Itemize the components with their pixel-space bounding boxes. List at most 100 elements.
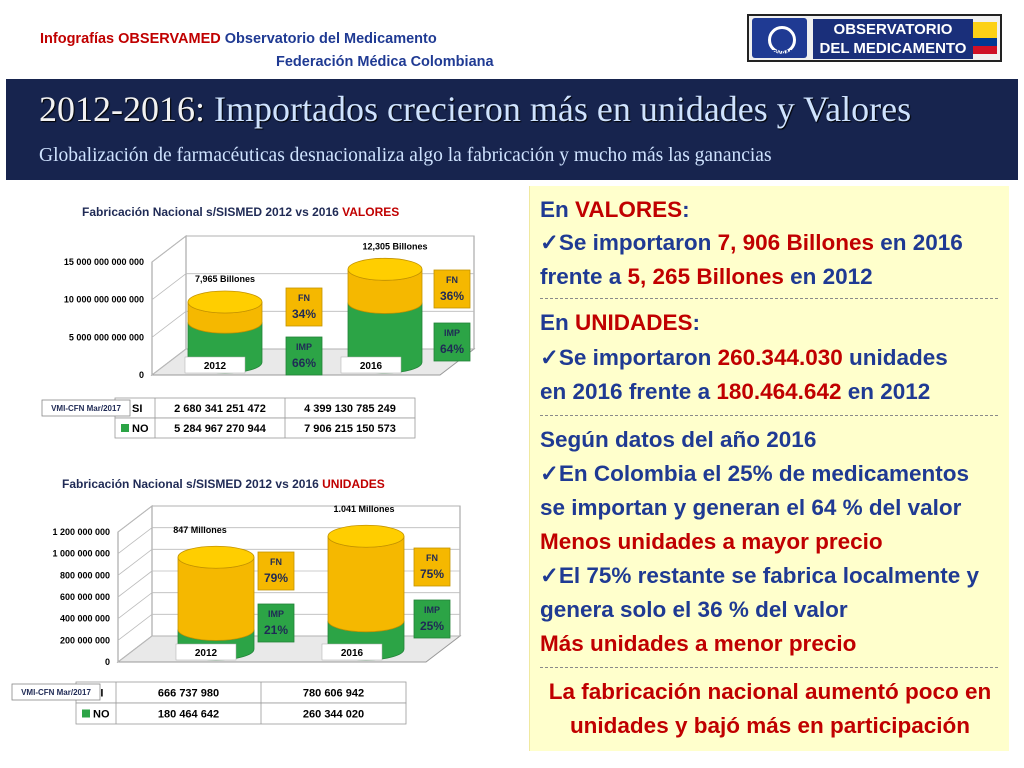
share-box-value: 75% — [420, 567, 444, 581]
y-tick-label: 0 — [139, 370, 144, 380]
gridline — [151, 273, 187, 300]
check-icon: ✓ — [540, 230, 559, 255]
datos-line-1: ✓En Colombia el 25% de medicamentos — [540, 461, 969, 486]
total-label: 7,965 Billones — [195, 274, 255, 284]
share-box-label: FN — [298, 293, 310, 303]
header-brand: Infografías OBSERVAMED — [40, 31, 221, 47]
y-tick-label: 15 000 000 000 000 — [64, 257, 144, 267]
table-cell: 260 344 020 — [303, 709, 364, 721]
bar-top-cap — [187, 290, 263, 314]
title-text: Importados crecieron más en unidades y V… — [214, 89, 912, 129]
y-tick-label: 600 000 000 — [60, 592, 110, 602]
title-banner: 2012-2016: Importados crecieron más en u… — [6, 79, 1018, 180]
share-box — [433, 322, 471, 362]
gridline — [117, 570, 153, 598]
colombia-flag-icon — [973, 22, 997, 54]
table-row — [114, 417, 416, 439]
table-cell: 666 737 980 — [158, 688, 219, 700]
share-box-value: 36% — [440, 289, 464, 303]
gridline — [151, 311, 187, 338]
legend-swatch — [82, 709, 90, 718]
share-box-value: 66% — [292, 356, 316, 370]
datos-line-6: Más unidades a menor precio — [540, 631, 857, 656]
logo-wordmark: OBSERVATORIO DEL MEDICAMENTO — [813, 19, 973, 59]
chart-title: Fabricación Nacional s/SISMED 2012 vs 20… — [62, 477, 385, 491]
share-box-label: IMP — [296, 342, 312, 352]
table-cell: 5 284 967 270 944 — [174, 423, 267, 435]
unidades-heading: En UNIDADES: — [540, 310, 701, 335]
valores-heading: En VALORES: — [540, 197, 690, 222]
share-box-label: IMP — [444, 328, 460, 338]
share-box-value: 64% — [440, 342, 464, 356]
chart-title: Fabricación Nacional s/SISMED 2012 vs 20… — [82, 205, 399, 219]
y-tick-label: 0 — [105, 657, 110, 667]
valores-line-2: frente a 5, 265 Billones en 2012 — [540, 264, 873, 289]
y-tick-label: 400 000 000 — [60, 614, 110, 624]
logo-emblem-icon — [752, 18, 807, 58]
share-box — [413, 547, 451, 587]
header-line-1: Infografías OBSERVAMED Observatorio del … — [40, 28, 550, 51]
observatorio-logo: OBSERVAMED OBSERVATORIO DEL MEDICAMENTO — [747, 14, 1002, 62]
check-icon: ✓ — [540, 345, 559, 370]
valores-line-1: ✓Se importaron 7, 906 Billones en 2016 — [540, 230, 963, 255]
share-box — [257, 551, 295, 591]
share-box-label: FN — [426, 553, 438, 563]
bar-top-cap — [177, 545, 255, 569]
y-tick-label: 1 000 000 000 — [52, 549, 110, 559]
share-box-value: 25% — [420, 619, 444, 633]
category-label: 2012 — [204, 361, 227, 372]
y-tick-label: 200 000 000 — [60, 635, 110, 645]
legend-swatch — [121, 424, 129, 432]
category-label-box — [184, 356, 246, 374]
unidades-line-2: en 2016 frente a 180.464.642 en 2012 — [540, 379, 931, 404]
logo-line-2: DEL MEDICAMENTO — [819, 40, 967, 57]
category-label: 2016 — [360, 361, 383, 372]
header-federation: Federación Médica Colombiana — [276, 54, 494, 70]
share-box-label: IMP — [424, 605, 440, 615]
page-title: 2012-2016: Importados crecieron más en u… — [39, 89, 911, 129]
category-label: 2016 — [341, 648, 364, 659]
share-box-value: 21% — [264, 623, 288, 637]
y-tick-label: 5 000 000 000 000 — [69, 332, 144, 342]
source-label: VMI-CFN Mar/2017 — [51, 404, 121, 413]
table-cell: 780 606 942 — [303, 688, 364, 700]
share-box — [433, 269, 471, 309]
chart-unidades: Fabricación Nacional s/SISMED 2012 vs 20… — [6, 466, 516, 736]
category-label-box — [321, 643, 383, 661]
datos-line-4: ✓El 75% restante se fabrica localmente y — [540, 563, 980, 588]
share-box-label: IMP — [268, 609, 284, 619]
share-box-label: FN — [270, 557, 282, 567]
datos-line-5: genera solo el 36 % del valor — [540, 597, 848, 622]
gridline — [117, 635, 153, 663]
divider — [540, 667, 998, 668]
share-box-value: 34% — [292, 307, 316, 321]
table-row — [75, 702, 407, 725]
table-cell: 180 464 642 — [158, 709, 219, 721]
gridline — [151, 235, 187, 263]
total-label: 847 Millones — [173, 525, 227, 535]
chart-title-highlight: UNIDADES — [322, 477, 385, 491]
chart-title-text: Fabricación Nacional s/SISMED 2012 vs 20… — [62, 477, 322, 491]
conclusion-line-2: unidades y bajó más en participación — [569, 713, 971, 738]
gridline — [117, 614, 153, 641]
table-cell: 4 399 130 785 249 — [304, 403, 396, 415]
legend-label: NO — [132, 423, 149, 435]
divider — [540, 298, 998, 299]
chart-svg: Fabricación Nacional s/SISMED 2012 vs 20… — [11, 477, 462, 725]
share-box — [413, 599, 451, 639]
share-box — [285, 287, 323, 327]
source-label: VMI-CFN Mar/2017 — [21, 688, 91, 697]
chart-title-text: Fabricación Nacional s/SISMED 2012 vs 20… — [82, 205, 342, 219]
chart-valores: Fabricación Nacional s/SISMED 2012 vs 20… — [20, 192, 520, 447]
share-box-label: FN — [446, 275, 458, 285]
share-box — [257, 603, 295, 643]
title-years: 2012-2016: — [39, 89, 205, 129]
datos-heading: Según datos del año 2016 — [540, 427, 817, 452]
gridline — [117, 505, 153, 533]
total-label: 1.041 Millones — [333, 504, 394, 514]
y-tick-label: 800 000 000 — [60, 570, 110, 580]
share-box — [285, 336, 323, 376]
page-subtitle: Globalización de farmacéuticas desnacion… — [39, 145, 772, 166]
category-label-box — [340, 356, 402, 374]
logo-line-1: OBSERVATORIO — [833, 21, 953, 38]
